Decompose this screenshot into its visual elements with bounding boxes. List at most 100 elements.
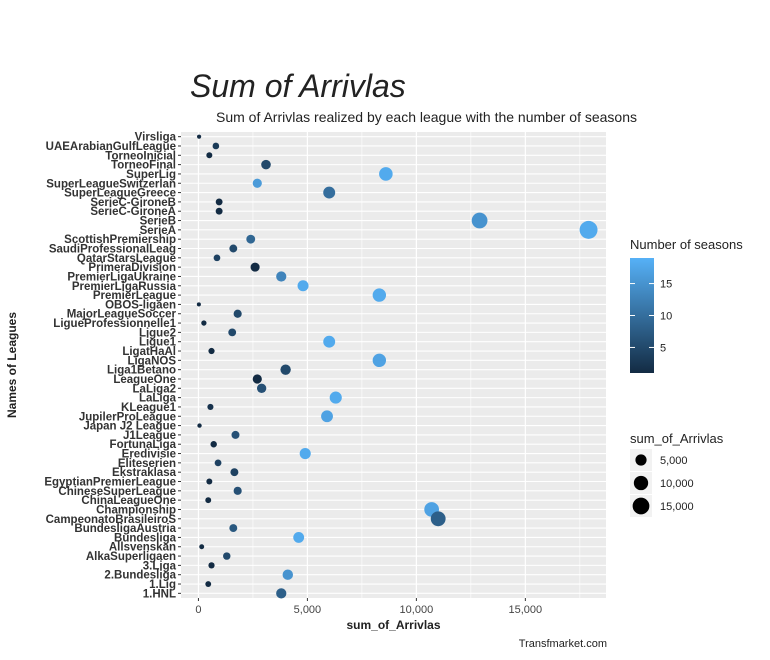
data-point [579, 220, 598, 239]
y-tick-label: FortunaLiga [110, 439, 177, 451]
x-tick-label: 10,000 [400, 604, 434, 616]
y-tick-label: SuperLeagueGreece [64, 188, 176, 200]
data-point [199, 544, 205, 550]
data-point [208, 562, 215, 569]
y-tick-label: Bundesliga [114, 532, 177, 544]
data-point [276, 588, 287, 599]
chart-caption: Transfmarket.com [518, 638, 607, 650]
data-point [212, 142, 220, 150]
plot-panel [181, 132, 606, 598]
y-axis-ticks: VirsligaUAEArabianGulfLeagueTorneoInicia… [44, 132, 181, 600]
y-tick-label: Virsliga [135, 132, 177, 144]
colorbar-tick-label: 5 [660, 342, 666, 354]
y-tick-label: JupilerProLeague [79, 411, 176, 423]
data-point [214, 459, 222, 467]
y-tick-label: SuperLig [126, 169, 176, 181]
y-tick-label: PremierLigaUkraine [67, 271, 176, 283]
y-tick-label: LaLiga2 [133, 383, 176, 395]
y-tick-label: TorneoFinal [111, 160, 176, 172]
colorbar-tick-label: 15 [660, 279, 672, 291]
data-point [205, 497, 212, 504]
y-tick-label: PremierLigaRussia [72, 281, 177, 293]
data-point [323, 186, 336, 199]
y-tick-label: ScottishPremiership [64, 234, 176, 246]
y-tick-label: SerieB [140, 216, 176, 228]
y-tick-label: UAEArabianGulfLeague [46, 141, 176, 153]
data-point [323, 335, 336, 348]
data-point [379, 167, 393, 181]
size-legend-title: sum_of_Arrivlas [630, 431, 724, 446]
size-legend-label: 10,000 [660, 478, 694, 490]
y-tick-label: ChinaLeagueOne [81, 495, 176, 507]
size-legend-label: 15,000 [660, 501, 694, 513]
data-point [206, 478, 213, 485]
data-point [233, 309, 242, 318]
y-tick-label: AlkaSuperligaen [86, 551, 176, 563]
size-legend-dot [632, 497, 650, 515]
data-point [280, 364, 291, 375]
data-point [256, 383, 267, 393]
data-point [246, 234, 256, 244]
y-tick-label: LaLiga [139, 393, 177, 405]
data-point [201, 320, 207, 326]
y-axis-title: Names of Leagues [5, 312, 19, 418]
y-tick-label: 1.HNL [143, 588, 176, 600]
data-point [210, 441, 217, 448]
y-tick-label: EgyptianPremierLeague [44, 477, 176, 489]
size-legend-dot [635, 454, 647, 466]
data-points [196, 134, 598, 599]
data-point [196, 134, 202, 139]
y-tick-label: Liga1Betano [107, 365, 176, 377]
data-point [293, 531, 305, 543]
y-tick-label: CampeonatoBrasileiroS [46, 514, 177, 526]
y-tick-label: Eliteserien [118, 458, 176, 470]
y-tick-label: Japan J2 League [83, 421, 176, 433]
y-tick-label: SerieC-GironeB [90, 197, 176, 209]
y-tick-label: LigatHaAl [122, 346, 176, 358]
x-axis-ticks: 0 5,000 10,000 15,000 [195, 598, 542, 616]
color-legend-title: Number of seasons [630, 237, 743, 252]
y-tick-label: OBOS-ligaen [105, 299, 176, 311]
data-point [252, 374, 262, 384]
data-point [206, 152, 213, 159]
data-point [233, 486, 242, 495]
y-tick-label: 2.Bundesliga [104, 570, 176, 582]
data-point [372, 288, 387, 302]
data-point [228, 328, 237, 337]
x-tick-label: 5,000 [294, 604, 322, 616]
y-tick-label: BundesligaAustria [74, 523, 176, 535]
size-legend-items: 5,000 10,000 15,000 [630, 449, 694, 517]
y-tick-label: Ligue1 [139, 337, 177, 349]
y-tick-label: Championship [96, 504, 176, 516]
y-tick-label: Allsvenskan [109, 542, 176, 554]
y-tick-label: LigaNOS [127, 355, 176, 367]
colorbar-tick-label: 10 [660, 311, 672, 323]
x-tick-label: 0 [195, 604, 201, 616]
data-point [252, 178, 262, 188]
data-point [282, 569, 294, 580]
y-tick-label: PremierLeague [93, 290, 176, 302]
data-point [297, 280, 309, 292]
y-tick-label: KLeague1 [121, 402, 177, 414]
data-point [197, 423, 202, 428]
data-point [250, 262, 260, 272]
data-point [231, 430, 240, 439]
y-tick-label: SerieC-GironeA [90, 206, 176, 218]
data-point [223, 552, 231, 560]
y-tick-label: LeagueOne [113, 374, 176, 386]
y-tick-label: MajorLeagueSoccer [67, 309, 177, 321]
data-point [261, 159, 271, 170]
colorbar-ticks: 5 10 15 [630, 279, 672, 354]
data-point [215, 198, 223, 206]
data-point [276, 271, 287, 282]
data-point [215, 207, 223, 215]
size-legend-dot [633, 475, 649, 491]
data-point [207, 403, 214, 410]
y-tick-label: SaudiProfessionalLeag [49, 244, 176, 256]
y-tick-label: SuperLeagueSwitzerlan [46, 178, 176, 190]
y-tick-label: 1.Lig [149, 579, 176, 591]
x-tick-label: 15,000 [509, 604, 543, 616]
y-tick-label: ChineseSuperLeague [58, 486, 176, 498]
data-point [196, 302, 201, 307]
